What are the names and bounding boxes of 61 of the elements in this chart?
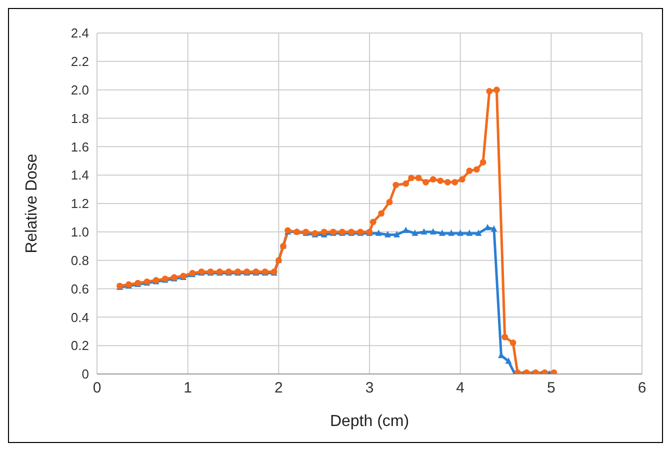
x-tick-label: 2 [274,380,283,397]
point [402,226,410,234]
point [394,230,400,238]
y-tick-label: 1.2 [70,196,89,212]
y-axis-title: Relative Dose [24,154,41,254]
point [490,225,498,232]
point [384,230,391,238]
point [452,178,458,186]
point [448,229,454,236]
point [438,229,446,236]
point [523,369,530,374]
y-tick-label: 1.4 [70,168,89,183]
point [370,218,376,226]
x-tick-label: 6 [638,380,646,397]
point [466,229,473,236]
y-tick-label: 0.8 [70,252,89,268]
point [486,88,493,94]
point [550,369,558,374]
x-tick-label: 0 [92,380,102,397]
x-tick-label: 4 [456,380,465,397]
point [415,174,422,182]
y-tick-label: 1.8 [70,110,89,126]
x-tick-label: 5 [546,380,556,397]
point [532,369,539,374]
point [412,229,418,236]
point [386,198,393,206]
point [510,340,516,346]
y-tick-label: 2.4 [70,26,89,41]
point [422,178,430,186]
point [457,229,464,236]
point [475,229,482,236]
point [392,182,400,188]
point [420,228,428,234]
x-axis-title: Depth (cm) [330,413,410,430]
point [514,369,521,374]
y-tick-label: 2.0 [70,82,89,98]
x-tick-label: 3 [365,380,374,397]
point [430,176,436,183]
point [375,229,382,236]
y-tick-label: 0.2 [70,338,89,354]
y-tick-label: 1.0 [70,224,89,240]
point [505,357,512,364]
point [402,180,410,187]
point [466,168,473,174]
point [542,369,548,374]
point [437,178,444,184]
x-tick-label: 1 [184,380,192,397]
point [378,210,385,217]
point [458,176,466,183]
point [502,334,508,340]
point [408,174,414,182]
y-tick-label: 2.2 [70,54,89,70]
y-tick-label: 0 [82,366,89,382]
point [480,159,486,166]
y-tick-label: 1.6 [70,139,89,154]
point [473,166,480,173]
y-tick-label: 0.6 [70,281,89,296]
point [430,228,436,234]
point [444,178,451,186]
y-tick-label: 0.4 [70,310,89,325]
point [493,86,500,94]
